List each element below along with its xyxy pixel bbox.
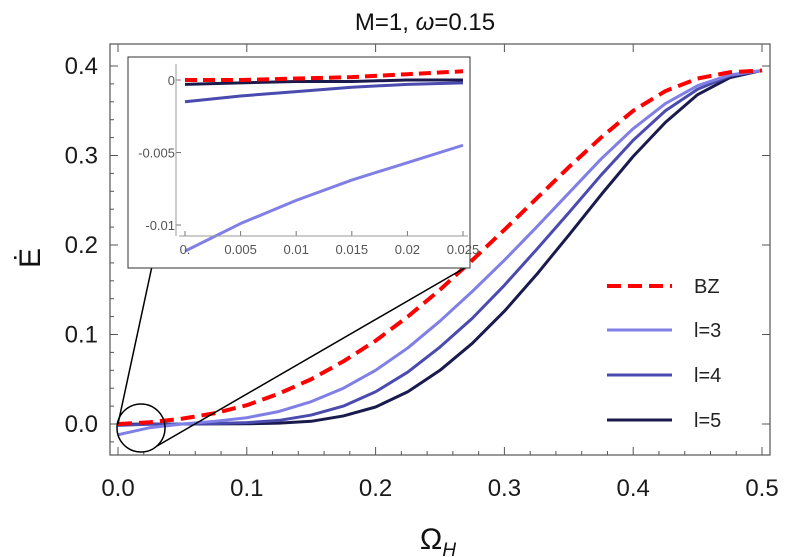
chart-title: M=1, ω=0.15 <box>355 9 495 36</box>
zoom-line-left <box>117 242 158 425</box>
legend-label-l3: l=3 <box>694 320 721 342</box>
inset-y-tick-label: -0.005 <box>138 146 175 161</box>
x-axis-title: ΩH <box>420 523 456 557</box>
inset-series-line-l4 <box>184 81 464 104</box>
zoom-line-right <box>156 265 469 447</box>
y-axis-ticks: 0.00.10.20.30.4 <box>65 53 770 443</box>
inset-series-line-l3 <box>184 143 464 253</box>
legend-label-l5: l=5 <box>694 410 721 432</box>
inset-y-tick-label: -0.01 <box>145 218 175 233</box>
y-tick-label: 0.0 <box>65 411 98 438</box>
y-axis-title: Ė <box>14 248 47 268</box>
inset-x-tick-label: 0.015 <box>336 242 369 257</box>
series-line-bz <box>117 68 763 426</box>
x-tick-label: 0.5 <box>745 475 778 502</box>
inset-x-tick-label: 0. <box>180 242 191 257</box>
inset-x-tick-label: 0.025 <box>447 242 480 257</box>
x-tick-label: 0.3 <box>488 475 521 502</box>
legend-label-l4: l=4 <box>694 365 721 387</box>
x-tick-label: 0.4 <box>617 475 650 502</box>
x-tick-label: 0.0 <box>101 475 134 502</box>
inset-series <box>184 69 464 253</box>
inset-x-ticks: 0. 0.005 0.01 0.015 0.02 0.025 <box>179 231 479 257</box>
legend-label-bz: BZ <box>694 276 720 298</box>
y-tick-label: 0.4 <box>65 53 98 80</box>
series-line-l4 <box>117 68 763 427</box>
zoom-circle <box>116 403 166 453</box>
inset-x-tick-label: 0.01 <box>284 242 309 257</box>
main-plot-series <box>117 68 763 437</box>
plot-frame <box>109 43 771 456</box>
inset-series-line-bz <box>185 69 464 82</box>
x-tick-label: 0.1 <box>230 475 263 502</box>
inset-y-ticks: 0 -0.005 -0.01 <box>138 64 181 236</box>
x-axis-ticks: 0.0 0.1 0.2 0.3 0.4 0.5 <box>101 44 779 502</box>
y-tick-label: 0.2 <box>65 232 98 259</box>
inset-x-tick-label: 0.005 <box>224 242 257 257</box>
y-tick-label: 0.1 <box>65 322 98 349</box>
inset-x-tick-label: 0.02 <box>395 242 420 257</box>
inset-y-tick-label: 0 <box>168 73 175 88</box>
x-tick-label: 0.2 <box>359 475 392 502</box>
legend: BZ l=3 l=4 l=5 <box>607 276 721 432</box>
inset-series-line-l5 <box>184 78 463 86</box>
inset-plot: 0. 0.005 0.01 0.015 0.02 0.025 0 -0.005 -0.01 <box>127 56 479 269</box>
series-line-l3 <box>117 68 763 437</box>
y-tick-label: 0.3 <box>65 143 98 170</box>
